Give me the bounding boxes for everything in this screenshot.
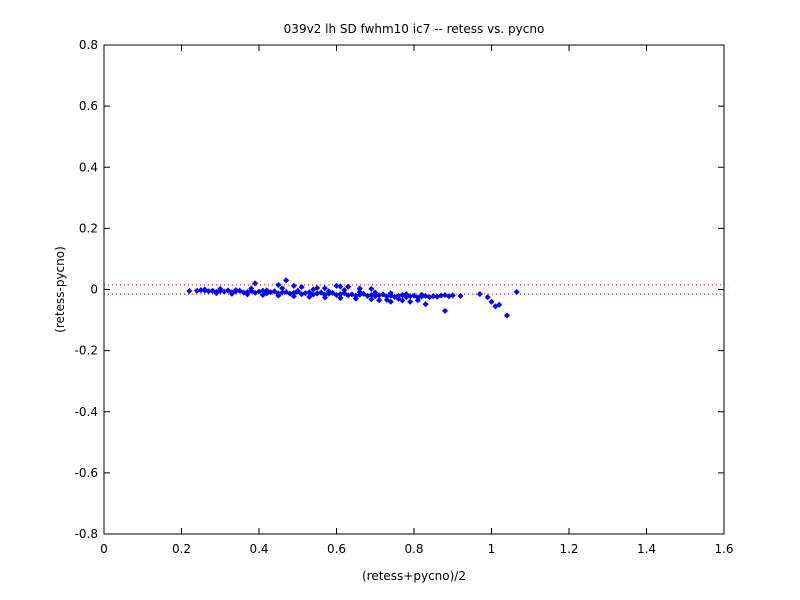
y-tick-label: -0.6 <box>75 466 98 480</box>
reference-lines <box>104 284 724 295</box>
data-point <box>383 296 390 303</box>
data-point <box>341 290 348 297</box>
data-point <box>321 285 328 292</box>
data-point <box>414 297 421 304</box>
data-point <box>496 301 503 308</box>
data-point <box>209 287 216 294</box>
data-point <box>356 288 363 295</box>
data-point <box>213 290 220 297</box>
data-point <box>457 292 464 299</box>
data-point <box>418 291 425 298</box>
x-tick-label: 0.4 <box>249 542 268 556</box>
data-point <box>294 287 301 294</box>
data-point <box>333 282 340 289</box>
data-point <box>403 291 410 298</box>
data-point <box>283 277 290 284</box>
data-point <box>399 297 406 304</box>
x-tick-label: 0.2 <box>172 542 191 556</box>
data-point <box>252 280 259 287</box>
x-tick-label: 0.8 <box>404 542 423 556</box>
data-point <box>271 288 278 295</box>
x-tick-label: 1.2 <box>559 542 578 556</box>
data-point <box>290 293 297 300</box>
data-point <box>283 288 290 295</box>
y-tick-label: -0.4 <box>75 405 98 419</box>
x-tick-label: 0.6 <box>327 542 346 556</box>
data-point <box>244 291 251 298</box>
data-point <box>395 295 402 302</box>
y-axis-ticks: -0.8 -0.6 -0.4 -0.2 0 0.2 0.4 0.6 0.8 <box>75 38 724 541</box>
data-point <box>368 285 375 292</box>
y-tick-label: 0.2 <box>79 221 98 235</box>
data-point <box>248 285 255 292</box>
data-points <box>186 277 520 319</box>
data-point <box>337 295 344 302</box>
chart-title: 039v2 lh SD fwhm10 ic7 -- retess vs. pyc… <box>284 22 545 36</box>
data-point <box>422 301 429 308</box>
y-tick-label: 0.4 <box>79 160 98 174</box>
data-point <box>201 286 208 293</box>
data-point <box>410 292 418 299</box>
y-tick-label: 0.8 <box>79 38 98 52</box>
y-tick-label: -0.2 <box>75 344 98 358</box>
data-point <box>314 284 321 291</box>
data-point <box>306 293 313 300</box>
data-point <box>186 288 193 295</box>
data-point <box>360 290 367 297</box>
data-point <box>387 290 394 297</box>
data-point <box>275 292 282 299</box>
data-point <box>345 283 352 290</box>
data-point <box>275 281 282 288</box>
data-point <box>484 294 491 301</box>
data-point <box>513 288 520 295</box>
data-point <box>232 287 239 294</box>
data-point <box>488 298 495 305</box>
data-point <box>503 312 511 319</box>
data-point <box>430 293 437 300</box>
data-point <box>341 287 348 294</box>
data-point <box>441 307 449 314</box>
data-point <box>279 285 286 292</box>
y-tick-label: 0.6 <box>79 99 98 113</box>
data-point <box>356 285 363 292</box>
data-point <box>263 287 270 294</box>
x-tick-label: 0 <box>100 542 108 556</box>
data-point <box>325 288 332 295</box>
data-point <box>368 296 375 303</box>
data-point <box>387 298 394 305</box>
data-point <box>476 291 483 298</box>
data-point <box>337 283 344 290</box>
y-axis-label: (retess-pycno) <box>53 246 67 333</box>
data-point <box>376 297 383 304</box>
data-point <box>321 294 328 301</box>
data-point <box>449 292 456 299</box>
x-axis-label: (retess+pycno)/2 <box>362 569 466 583</box>
data-point <box>224 287 232 294</box>
data-point <box>298 284 305 291</box>
data-point <box>259 291 266 299</box>
y-tick-label: -0.8 <box>75 527 98 541</box>
y-tick-label: 0 <box>90 283 98 297</box>
x-tick-label: 1.4 <box>637 542 656 556</box>
data-point <box>217 285 224 292</box>
data-point <box>352 295 359 302</box>
data-point <box>317 289 325 296</box>
x-tick-label: 1.6 <box>714 542 733 556</box>
x-axis-ticks: 0 0.2 0.4 0.6 0.8 1 1.2 1.4 1.6 <box>100 45 734 556</box>
data-point <box>379 291 387 298</box>
data-point <box>407 298 414 305</box>
x-tick-label: 1 <box>488 542 496 556</box>
data-point <box>290 282 297 289</box>
data-point <box>228 290 235 297</box>
data-point <box>372 289 379 296</box>
